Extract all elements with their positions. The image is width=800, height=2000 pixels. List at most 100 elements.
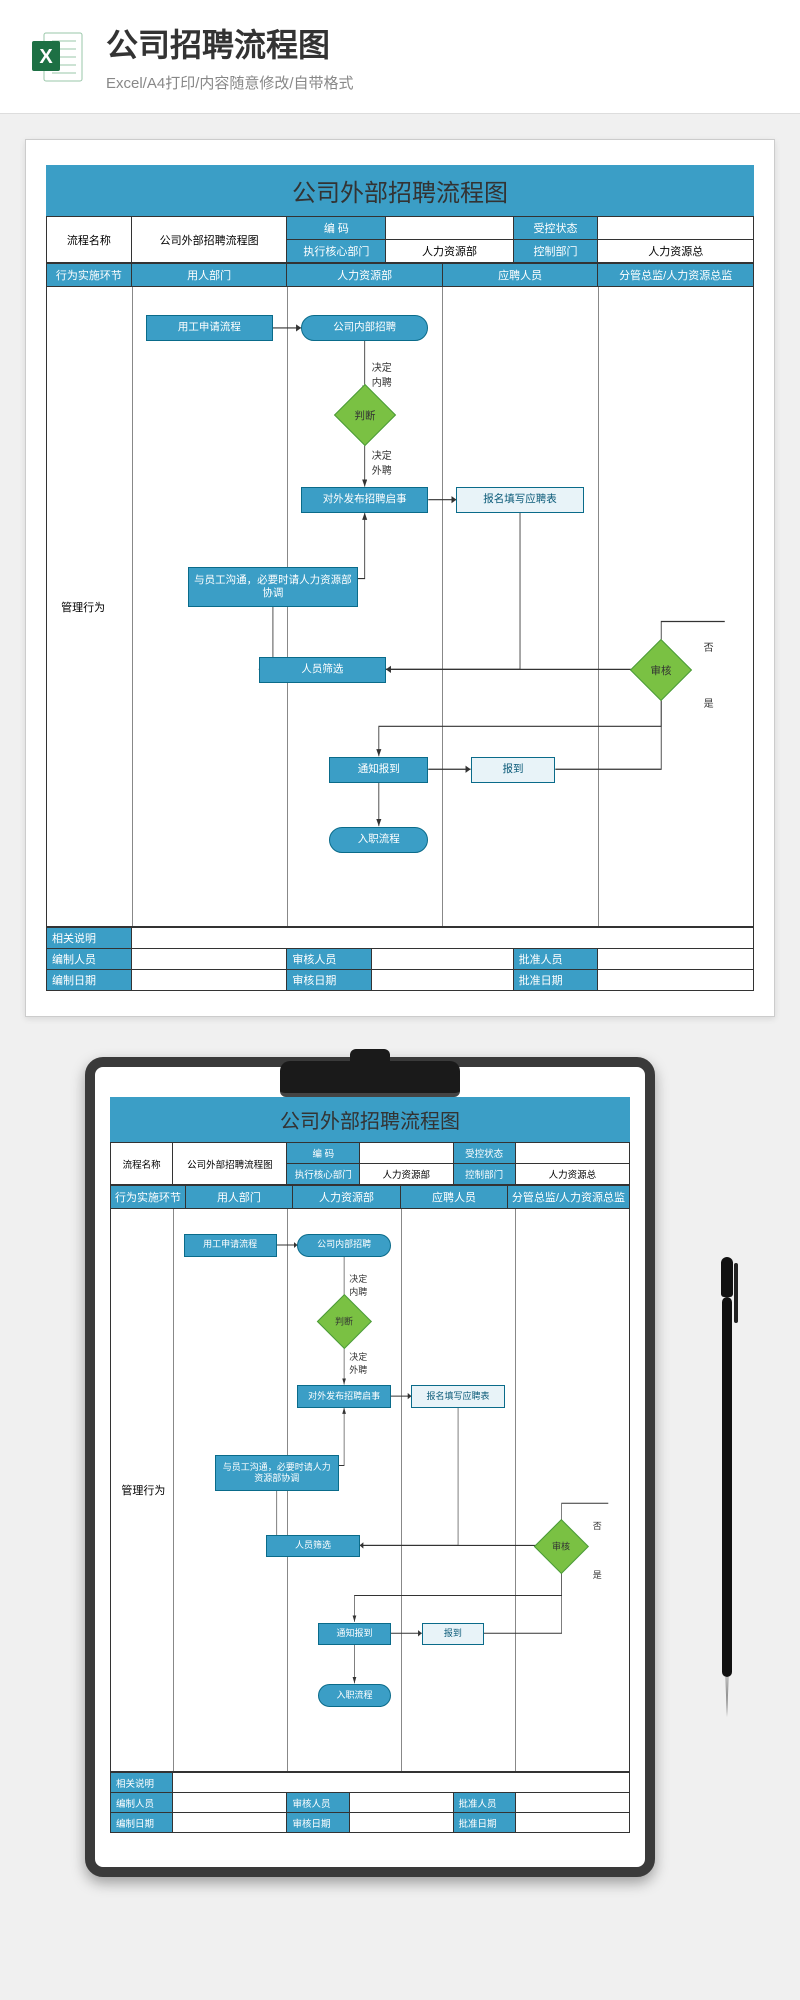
footer-cell: 审核人员 [287, 949, 372, 970]
footer-table: 相关说明编制人员审核人员批准人员编制日期审核日期批准日期 [110, 1772, 630, 1833]
footer-cell: 编制人员 [47, 949, 132, 970]
footer-cell [515, 1813, 629, 1833]
meta-cell: 编 码 [287, 217, 386, 240]
flow-node: 通知报到 [318, 1623, 391, 1646]
meta-cell: 流程名称 [47, 217, 132, 263]
flow-node: 报名填写应聘表 [411, 1385, 504, 1408]
lane-line [132, 287, 133, 926]
meta-cell: 控制部门 [513, 240, 598, 263]
footer-cell [515, 1793, 629, 1813]
footer-cell [372, 949, 513, 970]
side-label: 管理行为 [121, 1482, 165, 1498]
footer-cell: 编制日期 [47, 970, 132, 991]
flow-area: 管理行为用工申请流程公司内部招聘判断对外发布招聘启事报名填写应聘表与员工沟通，必… [46, 287, 754, 927]
meta-cell: 受控状态 [453, 1143, 515, 1164]
footer-cell [598, 970, 754, 991]
lane-header: 用人部门 [186, 1186, 293, 1209]
page-subtitle: Excel/A4打印/内容随意修改/自带格式 [106, 72, 354, 93]
clipboard-frame: 公司外部招聘流程图流程名称公司外部招聘流程图编 码 受控状态执行核心部门人力资源部… [85, 1057, 655, 1877]
meta-cell: 受控状态 [513, 217, 598, 240]
lane-header: 分管总监/人力资源总监 [507, 1186, 629, 1209]
pen-prop [719, 1257, 735, 1717]
lane-line [401, 1209, 402, 1771]
footer-cell [131, 928, 753, 949]
footer-cell: 批准日期 [513, 970, 598, 991]
meta-cell [515, 1143, 629, 1164]
flow-annotation: 否 [704, 639, 714, 654]
flow-node: 报到 [422, 1623, 484, 1646]
flow-node: 与员工沟通，必要时请人力资源部协调 [188, 567, 357, 607]
flow-node: 报到 [471, 757, 556, 783]
meta-cell [360, 1143, 453, 1164]
side-label: 管理行为 [61, 599, 105, 615]
flow-decision: 判断 [317, 1294, 372, 1349]
flow-annotation: 是 [593, 1568, 602, 1581]
footer-cell: 审核日期 [287, 1813, 349, 1833]
lane-header: 人力资源部 [287, 264, 443, 287]
footer-cell: 相关说明 [111, 1773, 173, 1793]
lane-line [598, 287, 599, 926]
doc-title: 公司外部招聘流程图 [46, 165, 754, 216]
footer-cell: 审核日期 [287, 970, 372, 991]
flow-node: 用工申请流程 [146, 315, 273, 341]
lane-header: 用人部门 [131, 264, 287, 287]
footer-cell: 编制日期 [111, 1813, 173, 1833]
page-header: X 公司招聘流程图 Excel/A4打印/内容随意修改/自带格式 [0, 0, 800, 114]
footer-cell [131, 970, 287, 991]
flow-decision: 审核 [630, 639, 692, 701]
flow-annotation: 否 [593, 1519, 602, 1532]
flow-node: 入职流程 [329, 827, 428, 853]
template-preview-mockup: 公司外部招聘流程图流程名称公司外部招聘流程图编 码 受控状态执行核心部门人力资源部… [25, 1057, 775, 1877]
lane-line [442, 287, 443, 926]
flow-annotation: 决定 外聘 [349, 1350, 367, 1376]
flow-node: 人员筛选 [266, 1535, 359, 1558]
flow-node: 通知报到 [329, 757, 428, 783]
clipboard-clip [280, 1061, 460, 1097]
meta-table: 流程名称公司外部招聘流程图编 码 受控状态执行核心部门人力资源部控制部门人力资源总 [110, 1142, 630, 1185]
meta-cell: 人力资源总 [515, 1164, 629, 1185]
lane-header: 应聘人员 [401, 1186, 508, 1209]
meta-cell: 执行核心部门 [287, 240, 386, 263]
flow-node: 对外发布招聘启事 [297, 1385, 390, 1408]
meta-cell: 编 码 [287, 1143, 360, 1164]
flow-node: 人员筛选 [259, 657, 386, 683]
lane-header: 分管总监/人力资源总监 [598, 264, 754, 287]
flow-node: 入职流程 [318, 1684, 391, 1707]
meta-cell: 流程名称 [111, 1143, 173, 1185]
flow-node: 对外发布招聘启事 [301, 487, 428, 513]
footer-cell [173, 1773, 630, 1793]
flow-decision: 判断 [334, 384, 396, 446]
footer-cell: 批准人员 [513, 949, 598, 970]
footer-cell [173, 1793, 287, 1813]
meta-cell: 人力资源总 [598, 240, 754, 263]
footer-cell [349, 1813, 453, 1833]
flow-decision: 审核 [534, 1519, 589, 1574]
footer-cell [598, 949, 754, 970]
flow-area: 管理行为用工申请流程公司内部招聘判断对外发布招聘启事报名填写应聘表与员工沟通，必… [110, 1209, 630, 1772]
footer-cell [131, 949, 287, 970]
doc-title: 公司外部招聘流程图 [110, 1097, 630, 1142]
lanes-header: 行为实施环节用人部门人力资源部应聘人员分管总监/人力资源总监 [46, 263, 754, 287]
footer-cell: 编制人员 [111, 1793, 173, 1813]
footer-cell: 批准日期 [453, 1813, 515, 1833]
footer-cell [349, 1793, 453, 1813]
footer-table: 相关说明编制人员 审核人员 批准人员编制日期 审核日期 批准日期 [46, 927, 754, 991]
meta-cell: 公司外部招聘流程图 [131, 217, 287, 263]
lane-corner: 行为实施环节 [47, 264, 132, 287]
lane-line [173, 1209, 174, 1771]
lane-line [515, 1209, 516, 1771]
meta-cell: 控制部门 [453, 1164, 515, 1185]
meta-cell: 公司外部招聘流程图 [173, 1143, 287, 1185]
flow-node: 公司内部招聘 [301, 315, 428, 341]
flow-node: 用工申请流程 [184, 1234, 277, 1257]
lanes-header: 行为实施环节用人部门人力资源部应聘人员分管总监/人力资源总监 [110, 1185, 630, 1209]
flow-node: 与员工沟通，必要时请人力资源部协调 [215, 1455, 339, 1490]
meta-cell: 执行核心部门 [287, 1164, 360, 1185]
footer-cell: 相关说明 [47, 928, 132, 949]
lane-header: 人力资源部 [292, 1186, 400, 1209]
template-preview-main: 公司外部招聘流程图流程名称公司外部招聘流程图编 码 受控状态执行核心部门人力资源部… [25, 139, 775, 1017]
meta-cell: 人力资源部 [360, 1164, 453, 1185]
footer-cell [372, 970, 513, 991]
lane-corner: 行为实施环节 [111, 1186, 186, 1209]
footer-cell [173, 1813, 287, 1833]
